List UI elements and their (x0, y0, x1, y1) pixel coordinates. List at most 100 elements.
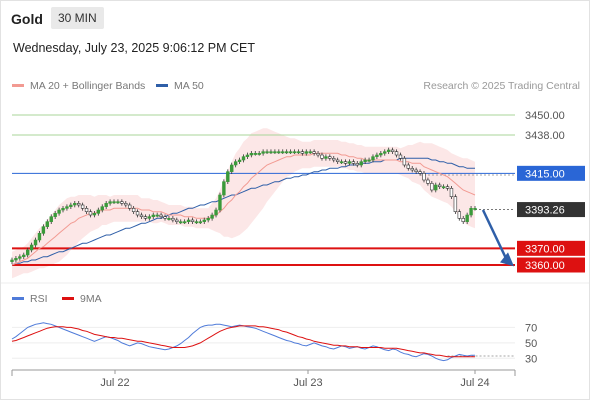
candle-body (418, 171, 422, 174)
rsi-line (11, 322, 475, 362)
candle-body (461, 218, 465, 222)
legend-rsi-ma-swatch (62, 296, 74, 300)
candle-body (194, 221, 199, 224)
level-label-resistance-2: 3450.00 (525, 110, 565, 122)
candle-body (281, 151, 285, 154)
legend-ma50: MA 50 (156, 80, 204, 92)
candle-body (269, 151, 273, 154)
candle-body (383, 151, 387, 154)
candle-body (92, 213, 97, 216)
candle-body (202, 219, 206, 222)
candle-body (328, 156, 332, 159)
candle-body (116, 201, 120, 204)
candle-body (245, 154, 250, 157)
candle-body (29, 244, 34, 251)
candle-body (379, 153, 383, 156)
candle-body (14, 258, 18, 261)
candle-body (367, 159, 371, 162)
chart-datetime: Wednesday, July 23, 2025 9:06:12 PM CET (13, 41, 256, 55)
candle-body (131, 208, 136, 212)
candle-body (96, 209, 101, 214)
level-label-pivot: 3415.00 (525, 168, 565, 180)
candle-body (390, 149, 395, 152)
candle-body (394, 151, 399, 156)
candle-body (120, 201, 124, 204)
candle-body (406, 164, 410, 169)
candle-body (175, 219, 179, 222)
rsi-9ma-line (11, 325, 475, 358)
candle-body (257, 153, 261, 155)
candle-body (45, 221, 50, 227)
x-tick-label: Jul 24 (460, 377, 489, 389)
candle-body (171, 218, 175, 221)
interval-badge[interactable]: 30 MIN (51, 7, 104, 29)
candle-body (104, 203, 108, 207)
rsi-tick-label: 70 (525, 322, 537, 334)
candle-body (332, 158, 336, 161)
legend-rsi-ma-label: 9MA (80, 293, 102, 305)
candle-body (347, 161, 352, 164)
candle-body (167, 218, 171, 220)
candle-body (65, 206, 69, 209)
candle-body (312, 151, 316, 154)
candle-body (308, 151, 312, 154)
candle-body (41, 226, 46, 234)
legend-ma50-swatch (156, 83, 168, 87)
candle-body (139, 214, 144, 217)
candle-body (398, 154, 403, 159)
candle-body (206, 218, 210, 221)
candle-body (386, 149, 391, 152)
candle-body (304, 151, 308, 154)
candle-body (434, 184, 438, 191)
legend-rsi-ma: 9MA (62, 293, 102, 305)
legend-rsi: RSI (12, 293, 48, 305)
legend-ma20-swatch (12, 83, 24, 87)
level-label-bg-support-1 (517, 240, 585, 256)
candle-body (218, 194, 222, 211)
candle-body (84, 208, 89, 212)
bollinger-band (12, 128, 475, 279)
candle-body (151, 214, 155, 217)
candle-body (261, 151, 265, 154)
candle-body (414, 169, 418, 172)
candle-body (190, 219, 195, 222)
candle-body (230, 164, 234, 172)
candle-body (112, 201, 116, 204)
candle-body (359, 161, 363, 166)
candle-body (37, 233, 42, 241)
legend-ma20-label: MA 20 + Bollinger Bands (30, 80, 146, 92)
candle-body (375, 154, 379, 157)
candle-body (324, 156, 328, 159)
candle-body (465, 214, 469, 222)
candle-body (147, 216, 152, 219)
candle-body (277, 151, 281, 154)
candle-body (69, 204, 73, 207)
chart-header: Gold 30 MIN (0, 0, 590, 36)
candle-body (469, 208, 473, 216)
candle-body (135, 211, 140, 216)
candle-body (371, 156, 375, 161)
candle-body (473, 208, 477, 210)
candle-body (108, 201, 112, 204)
candle-body (186, 219, 191, 222)
candle-body (430, 183, 434, 191)
candle-body (61, 208, 65, 211)
candle-body (159, 214, 163, 217)
candle-body (363, 159, 367, 162)
candle-body (73, 203, 77, 206)
legend-rsi-label: RSI (30, 293, 48, 305)
candle-body (292, 151, 297, 154)
candle-body (410, 168, 414, 171)
legend-ma20: MA 20 + Bollinger Bands (12, 80, 145, 92)
candle-body (335, 159, 340, 162)
candle-body (300, 151, 305, 154)
rsi-tick-label: 30 (525, 353, 537, 365)
candle-body (182, 221, 187, 224)
candle-body (77, 203, 81, 206)
candle-body (241, 156, 246, 161)
level-label-support-2: 3360.00 (525, 260, 565, 272)
candle-body (80, 204, 85, 209)
candle-body (237, 159, 242, 162)
rsi-tick-label: 50 (525, 338, 537, 350)
